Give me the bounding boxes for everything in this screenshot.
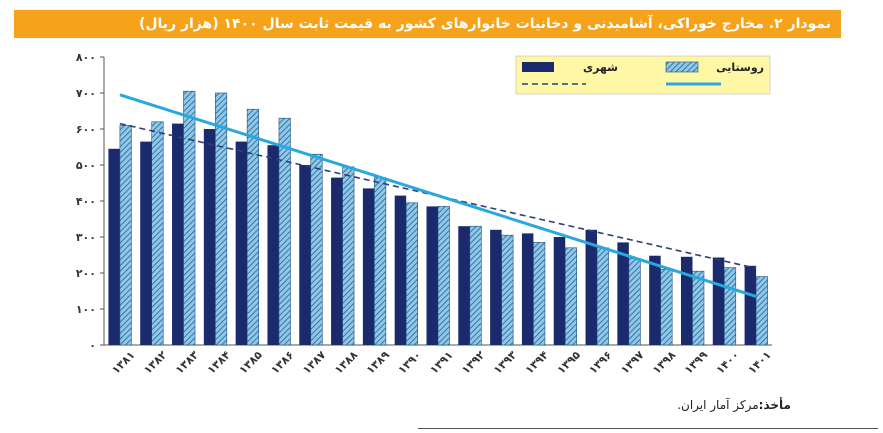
trendline-urban xyxy=(119,122,757,270)
bar-urban xyxy=(140,141,152,345)
bar-rural xyxy=(151,121,164,346)
bar-urban xyxy=(172,123,184,345)
bar-urban xyxy=(585,229,598,345)
y-tick-label: ۵۰۰ xyxy=(76,159,96,172)
bar-urban xyxy=(108,148,120,345)
bar-rural xyxy=(596,247,609,346)
bar-rural xyxy=(469,225,482,346)
legend-label-urban: شهری xyxy=(583,61,618,74)
bar-urban xyxy=(521,233,534,345)
bar-rural xyxy=(660,269,673,346)
legend-box xyxy=(515,55,771,95)
bar-urban xyxy=(331,177,343,345)
bar-urban xyxy=(362,188,375,345)
source-label: مأخذ: xyxy=(758,398,791,412)
source-text: مرکز آمار ایران. xyxy=(677,398,759,412)
legend-swatch-urban xyxy=(522,62,554,72)
x-tick-label: ۱۳۸۸ xyxy=(332,348,360,376)
bar-rural xyxy=(723,267,737,346)
x-tick-label: ۱۳۸۹ xyxy=(364,348,392,376)
x-tick-label: ۱۳۸۲ xyxy=(141,348,169,376)
chart-title-bar: نمودار ۲. مخارج خوراکی، آشامیدنی و دخانی… xyxy=(14,10,841,38)
y-tick-label: ۶۰۰ xyxy=(76,123,96,136)
x-tick-label: ۱۳۹۰ xyxy=(396,348,424,376)
chart-title: نمودار ۲. مخارج خوراکی، آشامیدنی و دخانی… xyxy=(138,16,831,32)
bar-urban xyxy=(267,145,279,345)
x-tick-label: ۱۳۹۹ xyxy=(682,348,710,376)
x-tick-label: ۱۳۹۸ xyxy=(650,348,678,376)
bar-rural xyxy=(278,117,291,346)
y-tick-label: ۷۰۰ xyxy=(76,87,96,100)
x-tick-label: ۱۳۸۷ xyxy=(300,348,328,376)
source-note: مأخذ:مرکز آمار ایران. xyxy=(677,398,791,412)
x-tick-label: ۱۳۹۳ xyxy=(491,348,519,376)
legend-swatch-rural xyxy=(665,61,699,73)
y-tick-label: ۱۰۰ xyxy=(76,303,96,316)
bar-urban xyxy=(426,206,438,345)
bar-rural xyxy=(342,166,355,346)
x-tick-label: ۱۳۸۶ xyxy=(268,348,296,376)
y-tick-label: ۰ xyxy=(89,339,96,352)
x-tick-label: ۱۳۸۵ xyxy=(237,348,265,376)
bar-rural xyxy=(501,234,514,346)
bar-urban xyxy=(712,257,725,345)
bar-rural xyxy=(533,242,546,346)
legend-label-rural: روستایی xyxy=(716,61,764,74)
x-tick-label: ۱۳۸۳ xyxy=(173,348,201,376)
bar-urban xyxy=(649,255,661,345)
bar-urban xyxy=(617,242,629,345)
x-tick-label: ۱۳۹۶ xyxy=(586,348,614,376)
bar-urban xyxy=(680,256,693,345)
x-tick-label: ۱۴۰۰ xyxy=(714,348,742,376)
bar-rural xyxy=(628,258,641,346)
bar-urban xyxy=(553,237,566,345)
bar-rural xyxy=(405,202,418,346)
bar-urban xyxy=(490,229,502,345)
bar-urban xyxy=(203,129,216,345)
x-tick-label: ۱۳۸۱ xyxy=(109,348,137,376)
bar-rural xyxy=(374,177,387,346)
x-tick-label: ۱۴۰۱ xyxy=(746,348,774,376)
bar-rural xyxy=(119,125,132,346)
x-tick-label: ۱۳۹۲ xyxy=(459,348,487,376)
bar-urban xyxy=(744,265,757,345)
x-tick-label: ۱۳۹۱ xyxy=(427,348,455,376)
bar-rural xyxy=(564,247,578,346)
bar-rural xyxy=(215,92,228,346)
bar-rural xyxy=(755,276,768,346)
x-tick-label: ۱۳۹۷ xyxy=(618,348,646,376)
bar-urban xyxy=(299,165,311,345)
bar-rural xyxy=(310,153,323,346)
x-tick-label: ۱۳۹۴ xyxy=(523,348,551,376)
y-tick-label: ۸۰۰ xyxy=(76,51,96,64)
bar-urban xyxy=(458,226,470,345)
bar-rural xyxy=(437,206,450,346)
x-tick-label: ۱۳۸۴ xyxy=(205,348,233,376)
y-tick-label: ۲۰۰ xyxy=(76,267,96,280)
source-divider xyxy=(418,428,878,429)
x-tick-label: ۱۳۹۵ xyxy=(555,348,583,376)
bar-rural xyxy=(183,90,196,346)
trendline-rural xyxy=(119,93,757,298)
y-tick-label: ۳۰۰ xyxy=(76,231,96,244)
bar-rural xyxy=(692,270,705,346)
y-tick-label: ۴۰۰ xyxy=(76,195,96,208)
bar-urban xyxy=(235,141,248,345)
bar-rural xyxy=(246,108,259,346)
bar-urban xyxy=(394,195,407,345)
